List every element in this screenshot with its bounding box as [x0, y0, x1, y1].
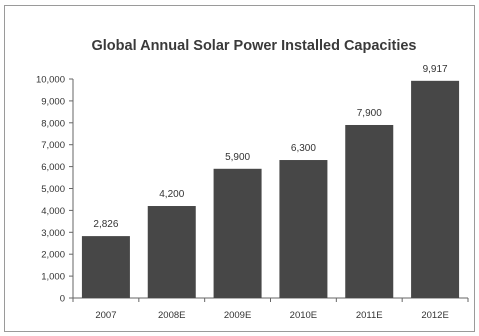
bar-2010E — [279, 160, 328, 298]
x-category-label: 2010E — [290, 310, 317, 321]
x-category-label: 2009E — [224, 310, 251, 321]
y-tick-label: 8,000 — [41, 118, 65, 129]
y-tick-label: 1,000 — [41, 272, 65, 283]
y-tick-label: 2,000 — [41, 250, 65, 261]
x-category-label: 2007 — [95, 310, 116, 321]
bar-2008E — [147, 206, 196, 298]
y-tick-label: 3,000 — [41, 228, 65, 239]
data-labels: 2,826 4,200 5,900 6,300 7,900 9,917 — [93, 64, 448, 230]
data-label-2008E: 4,200 — [159, 189, 184, 200]
bar-2007 — [81, 236, 130, 298]
data-label-2011E: 7,900 — [357, 108, 382, 119]
x-axis: 2007 2008E 2009E 2010E 2011E 2012E — [72, 297, 469, 321]
y-axis: 0 1,000 2,000 3,000 4,000 5,000 6,000 7,000 8,00… — [36, 75, 74, 305]
data-label-2009E: 5,900 — [225, 152, 250, 163]
bar-2012E — [411, 80, 460, 298]
x-category-label: 2008E — [158, 310, 185, 321]
y-tick-label: 5,000 — [41, 184, 65, 195]
bar-2009E — [213, 168, 262, 298]
bars — [81, 80, 460, 299]
bar-2011E — [345, 124, 394, 299]
chart-title: Global Annual Solar Power Installed Capa… — [92, 38, 417, 54]
y-tick-label: 10,000 — [36, 75, 65, 86]
data-label-2010E: 6,300 — [291, 143, 316, 154]
data-label-2007: 2,826 — [93, 219, 118, 230]
x-category-label: 2012E — [421, 310, 448, 321]
y-tick-label: 6,000 — [41, 162, 65, 173]
data-label-2012E: 9,917 — [423, 64, 448, 75]
x-category-label: 2011E — [356, 310, 383, 321]
y-tick-label: 7,000 — [41, 140, 65, 151]
y-tick-label: 0 — [60, 294, 65, 305]
y-tick-label: 9,000 — [41, 96, 65, 107]
y-tick-label: 4,000 — [41, 206, 65, 217]
